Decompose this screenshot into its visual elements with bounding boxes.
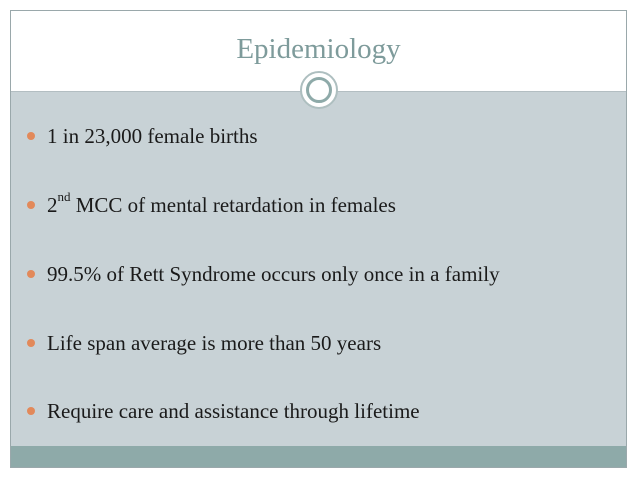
content-area: 1 in 23,000 female births 2nd MCC of men… xyxy=(11,91,626,446)
bullet-item: Life span average is more than 50 years xyxy=(27,331,381,356)
bullet-item: 1 in 23,000 female births xyxy=(27,124,258,149)
bullet-superscript: nd xyxy=(57,189,71,204)
bullet-icon xyxy=(27,270,35,278)
slide-title: Epidemiology xyxy=(236,33,401,65)
bullet-text: 2nd MCC of mental retardation in females xyxy=(47,190,396,218)
bullet-icon xyxy=(27,132,35,140)
bullet-item: 2nd MCC of mental retardation in females xyxy=(27,190,396,218)
bullet-icon xyxy=(27,339,35,347)
bullet-list: 1 in 23,000 female births 2nd MCC of men… xyxy=(11,92,626,446)
slide: Epidemiology 1 in 23,000 female births 2… xyxy=(10,10,627,468)
bullet-icon xyxy=(27,201,35,209)
bullet-text: Require care and assistance through life… xyxy=(47,399,420,423)
circle-ornament-icon xyxy=(300,71,338,109)
bullet-item: Require care and assistance through life… xyxy=(27,399,420,424)
circle-ornament-inner xyxy=(306,77,332,103)
bullet-text: 99.5% of Rett Syndrome occurs only once … xyxy=(47,262,500,286)
bullet-rest: MCC of mental retardation in females xyxy=(70,193,396,217)
bullet-item: 99.5% of Rett Syndrome occurs only once … xyxy=(27,262,500,287)
bullet-prefix: 2 xyxy=(47,193,58,217)
bullet-text: Life span average is more than 50 years xyxy=(47,331,382,355)
footer-band xyxy=(11,446,626,467)
bullet-icon xyxy=(27,407,35,415)
bullet-text: 1 in 23,000 female births xyxy=(47,124,258,148)
